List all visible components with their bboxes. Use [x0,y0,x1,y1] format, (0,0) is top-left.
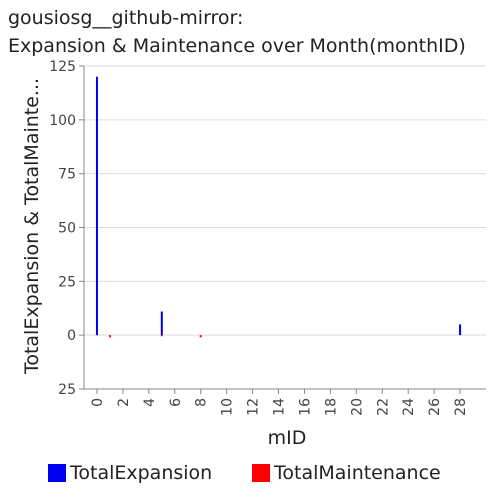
x-tick-label: 26 [427,398,443,416]
x-tick-label: 20 [349,398,365,416]
bar-total-maintenance [108,335,111,338]
axes [79,65,486,394]
x-tick-label: 8 [194,398,210,407]
y-tick-label: 75 [58,167,76,183]
chart-title-line1: gousiosg__github-mirror: [8,7,244,29]
legend-swatch-expansion [48,464,66,482]
x-tick-label: 4 [142,398,158,407]
legend-item-expansion: TotalExpansion [48,462,212,484]
y-tick-label: 50 [58,221,76,237]
bar-total-expansion [459,324,462,336]
x-tick-label: 14 [272,398,288,416]
bar-total-maintenance [199,335,202,338]
bar-total-expansion [95,76,98,336]
chart-title-line2: Expansion & Maintenance over Month(month… [8,35,466,57]
legend: TotalExpansion TotalMaintenance [0,462,500,492]
y-tick-label: 0 [67,328,76,344]
x-tick-label: 18 [323,398,339,416]
grid-lines [84,65,486,390]
x-tick-label: 12 [246,398,262,416]
x-tick-label: 10 [220,398,236,416]
x-tick-label: 6 [168,398,184,407]
x-tick-label: 24 [401,398,417,416]
y-tick-label: 100 [49,113,76,129]
y-tick-label: 25 [58,274,76,290]
y-tick-label: 25 [58,382,76,398]
x-axis-label: mID [268,427,307,449]
y-axis-label: TotalExpansion & TotalMainte... [21,78,43,375]
legend-swatch-maintenance [252,464,270,482]
chart-title: gousiosg__github-mirror: Expansion & Mai… [8,4,466,60]
bar-total-maintenance [160,335,163,337]
x-tick-label: 0 [90,398,106,407]
bars [95,76,462,338]
legend-label-expansion: TotalExpansion [70,462,213,484]
bar-total-expansion [160,311,163,336]
legend-label-maintenance: TotalMaintenance [274,462,441,484]
y-tick-label: 125 [49,59,76,75]
x-tick-label: 2 [116,398,132,407]
x-tick-label: 28 [453,398,469,416]
x-tick-label: 22 [375,398,391,416]
legend-item-maintenance: TotalMaintenance [252,462,441,484]
x-tick-label: 16 [297,398,313,416]
